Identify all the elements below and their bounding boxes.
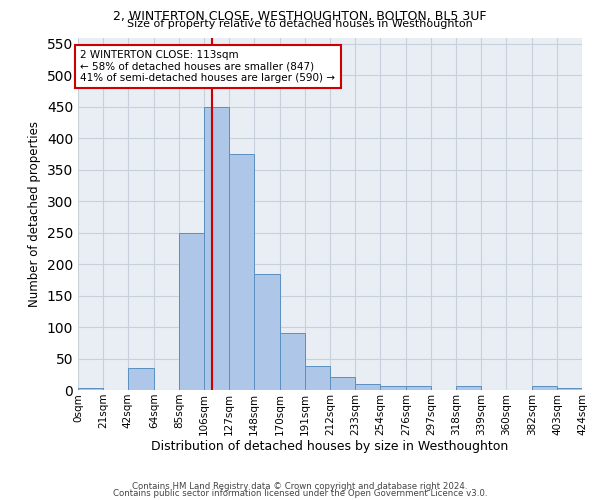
Bar [305, 366, 330, 390]
Bar [355, 384, 380, 390]
Bar [254, 274, 280, 390]
Bar [532, 386, 557, 390]
Bar [330, 378, 355, 390]
Text: Contains HM Land Registry data © Crown copyright and database right 2024.: Contains HM Land Registry data © Crown c… [132, 482, 468, 491]
Text: 2 WINTERTON CLOSE: 113sqm
← 58% of detached houses are smaller (847)
41% of semi: 2 WINTERTON CLOSE: 113sqm ← 58% of detac… [80, 50, 335, 84]
Bar [406, 386, 431, 390]
Bar [280, 334, 305, 390]
Bar [229, 154, 254, 390]
Bar [456, 386, 481, 390]
X-axis label: Distribution of detached houses by size in Westhoughton: Distribution of detached houses by size … [151, 440, 509, 454]
Bar [179, 232, 204, 390]
Bar [557, 388, 582, 390]
Bar [78, 388, 103, 390]
Text: Size of property relative to detached houses in Westhoughton: Size of property relative to detached ho… [127, 19, 473, 29]
Text: Contains public sector information licensed under the Open Government Licence v3: Contains public sector information licen… [113, 489, 487, 498]
Bar [204, 106, 229, 390]
Y-axis label: Number of detached properties: Number of detached properties [28, 120, 41, 306]
Text: 2, WINTERTON CLOSE, WESTHOUGHTON, BOLTON, BL5 3UF: 2, WINTERTON CLOSE, WESTHOUGHTON, BOLTON… [113, 10, 487, 23]
Bar [128, 368, 154, 390]
Bar [380, 386, 406, 390]
